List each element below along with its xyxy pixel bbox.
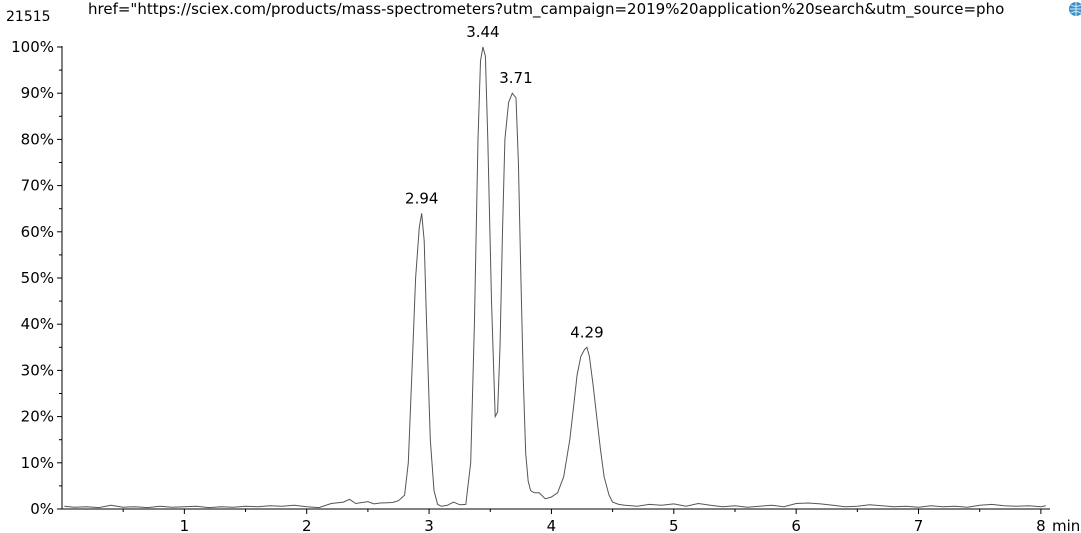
y-tick-label: 70% xyxy=(21,177,54,195)
y-tick-label: 0% xyxy=(30,500,54,518)
y-tick-label: 90% xyxy=(21,84,54,102)
y-ticks: 0% 10% 20% 30% 40% 50% 60% 70% 80% 90% 100% xyxy=(11,38,62,518)
peak-label: 2.94 xyxy=(405,189,438,207)
y-tick-label: 40% xyxy=(21,315,54,333)
chromatogram-trace xyxy=(64,46,1046,509)
y-tick-label: 60% xyxy=(21,223,54,241)
y-tick-label: 100% xyxy=(11,38,54,56)
x-tick-label: 2 xyxy=(302,517,312,533)
peak-label: 4.29 xyxy=(570,323,603,341)
x-axis-unit-label: min xyxy=(1052,517,1080,533)
x-tick-label: 1 xyxy=(180,517,190,533)
y-tick-label: 50% xyxy=(21,269,54,287)
y-tick-label: 80% xyxy=(21,130,54,148)
max-intensity-count: 21515 xyxy=(6,9,51,25)
overflow-href-text: href="https://sciex.com/products/mass-sp… xyxy=(88,0,1004,19)
x-tick-label: 5 xyxy=(669,517,679,533)
x-tick-label: 6 xyxy=(791,517,801,533)
x-tick-label: 8 xyxy=(1036,517,1046,533)
x-ticks: 1 2 3 4 5 6 7 8 xyxy=(122,509,1046,533)
x-tick-label: 3 xyxy=(424,517,434,533)
y-tick-label: 20% xyxy=(21,408,54,426)
peak-label: 3.44 xyxy=(466,23,499,41)
globe-icon xyxy=(1069,2,1081,16)
x-tick-label: 7 xyxy=(914,517,924,533)
peak-labels: 2.94 3.44 3.71 4.29 xyxy=(405,23,604,341)
x-tick-label: 4 xyxy=(547,517,557,533)
y-tick-label: 30% xyxy=(21,361,54,379)
y-tick-label: 10% xyxy=(21,454,54,472)
peak-label: 3.71 xyxy=(499,69,532,87)
